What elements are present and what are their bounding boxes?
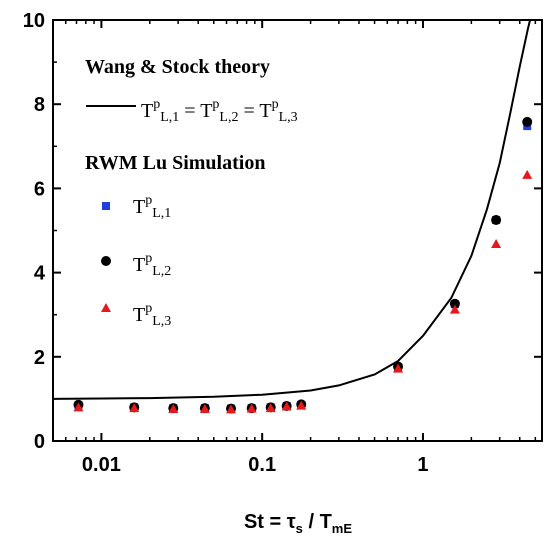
axes: 0 2 4 6 8 10 0.01 0.1 1	[23, 10, 542, 476]
theory-curve	[53, 20, 532, 400]
legend-sim-header: RWM Lu Simulation	[85, 152, 265, 174]
data-point-triangle	[199, 404, 210, 414]
y-tick-label: 8	[34, 94, 45, 116]
data-point-triangle	[246, 403, 257, 413]
y-tick-label: 0	[34, 431, 45, 453]
legend-marker-circle	[101, 256, 111, 266]
legend-theory-header: Wang & Stock theory	[85, 56, 270, 78]
data-point-triangle	[129, 403, 140, 413]
x-tick-label: 0.01	[82, 454, 121, 476]
x-tick-label: 1	[417, 454, 428, 476]
legend-marker-square	[102, 202, 110, 210]
legend-entry-3: TpL,3	[133, 301, 171, 329]
data-point-triangle	[226, 404, 237, 414]
y-tick-label: 10	[23, 10, 45, 32]
legend: Wang & Stock theory TpL,1 = TpL,2 = TpL,…	[85, 56, 298, 329]
x-axis-label: St = τs / TmE	[244, 511, 352, 536]
legend-marker-triangle	[101, 303, 111, 312]
data-point-circle	[522, 116, 533, 127]
plot-content	[53, 20, 533, 414]
y-tick-label: 4	[34, 263, 46, 285]
data-point-triangle	[393, 363, 404, 373]
data-point-triangle	[73, 402, 84, 412]
data-point-triangle	[491, 238, 502, 248]
data-point-triangle	[281, 401, 292, 411]
data-point-triangle	[296, 400, 307, 410]
y-tick-label: 6	[34, 178, 45, 200]
x-tick-label: 0.1	[248, 454, 276, 476]
data-point-triangle	[168, 404, 179, 414]
legend-theory-label: TpL,1 = TpL,2 = TpL,3	[141, 97, 298, 125]
legend-entry-1: TpL,1	[133, 193, 171, 221]
legend-entry-2: TpL,2	[133, 251, 171, 279]
y-tick-label: 2	[34, 347, 45, 369]
data-point-circle	[491, 214, 502, 225]
data-point-triangle	[265, 403, 276, 413]
data-point-triangle	[522, 169, 533, 179]
plot-frame	[52, 19, 543, 442]
data-point-triangle	[449, 304, 460, 314]
data-point-circle	[449, 298, 460, 309]
